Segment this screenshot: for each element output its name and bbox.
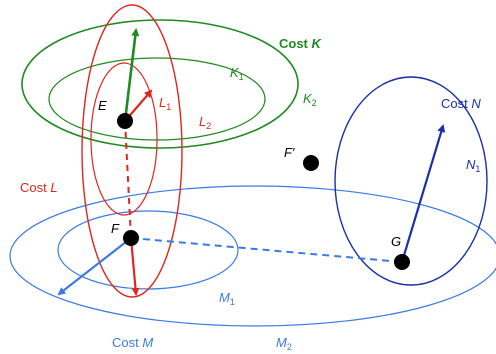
arrow-e-green xyxy=(123,28,140,122)
dashed-connector-e-f xyxy=(124,120,132,239)
label-l2: L2 xyxy=(199,114,211,131)
point-f-prime xyxy=(303,155,319,171)
label-m1: M1 xyxy=(219,290,235,307)
label-f-prime: F′ xyxy=(284,145,295,160)
point-g xyxy=(394,254,410,270)
label-cost-l: Cost L xyxy=(20,180,58,195)
label-k2: K2 xyxy=(303,91,317,108)
dashed-connector-f-g xyxy=(130,237,403,263)
ellipse-n1 xyxy=(334,76,488,286)
label-cost-n: Cost N xyxy=(441,96,481,111)
label-f: F xyxy=(111,221,120,236)
arrow-f-red xyxy=(129,237,140,296)
label-m2: M2 xyxy=(276,335,292,352)
ellipse-l2 xyxy=(81,4,183,298)
label-l1: L1 xyxy=(159,95,171,112)
arrow-g-navy xyxy=(400,124,446,263)
label-cost-m: Cost M xyxy=(112,335,153,350)
ellipse-k2 xyxy=(21,19,299,149)
ellipse-l1 xyxy=(90,62,158,216)
label-g: G xyxy=(391,234,401,249)
label-k1: K1 xyxy=(230,65,244,82)
label-e: E xyxy=(98,98,107,113)
label-cost-k: Cost K xyxy=(279,36,323,51)
ellipse-m2 xyxy=(9,185,496,327)
arrow-f-blue xyxy=(57,237,132,296)
ellipse-m1 xyxy=(57,210,239,290)
label-n1: N1 xyxy=(466,157,480,174)
point-f xyxy=(123,230,139,246)
point-e xyxy=(117,113,133,129)
